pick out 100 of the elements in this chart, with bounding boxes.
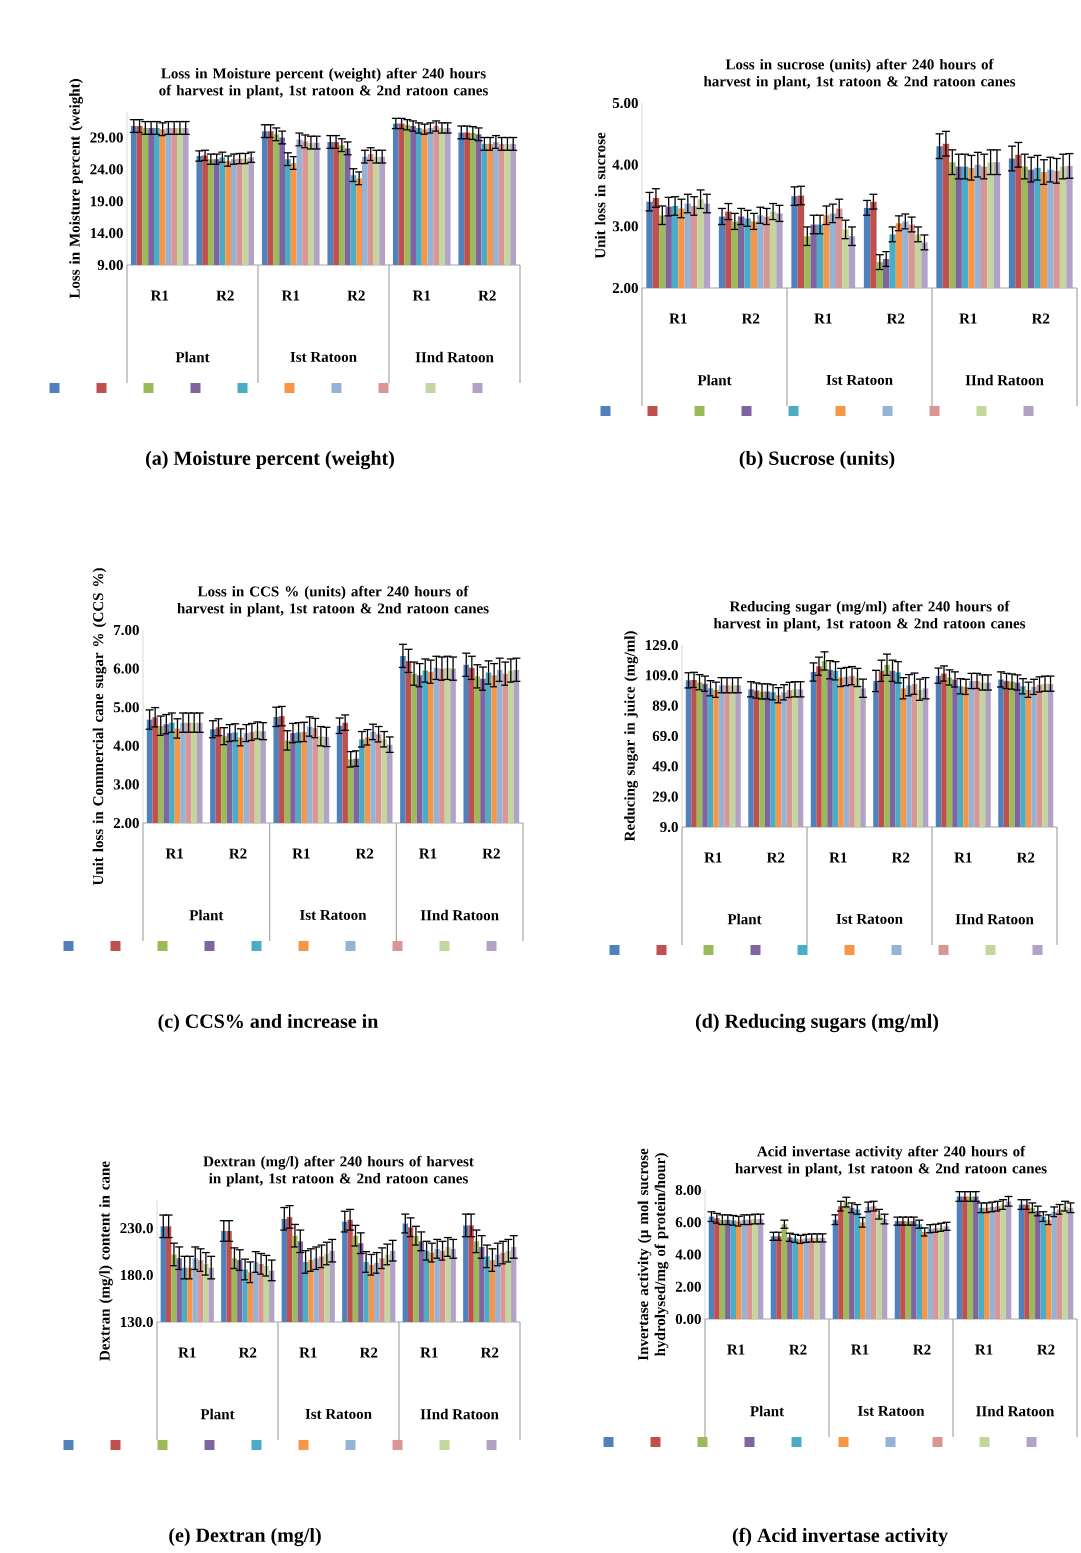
y-tick-label: 2.00 — [612, 282, 638, 294]
x-tick-label: R2 — [789, 1344, 807, 1355]
bar — [770, 1236, 777, 1320]
bar — [781, 1224, 788, 1320]
y-tick-label: 3.00 — [113, 779, 139, 790]
bar — [932, 1228, 939, 1320]
x-tick-label: R2 — [766, 852, 785, 863]
bar — [1051, 1211, 1057, 1320]
bar — [911, 1221, 917, 1320]
y-tick-label: 24.00 — [90, 164, 123, 175]
bar — [741, 1219, 747, 1320]
bar — [865, 1206, 871, 1320]
x-tick-label: R1 — [814, 313, 832, 324]
y-tick-label: 109.0 — [645, 670, 678, 681]
text: Plant — [697, 374, 732, 386]
x-tick-label: R2 — [229, 848, 247, 859]
bar — [1056, 1209, 1063, 1320]
y-tick-label: 230.0 — [120, 1223, 153, 1234]
bar — [876, 1214, 882, 1320]
y-tick-label: 14.00 — [90, 228, 123, 239]
bar — [967, 1196, 974, 1320]
x-tick-label: R1 — [281, 290, 300, 301]
text: IInd Ratoon — [415, 351, 494, 363]
bar — [714, 1218, 720, 1320]
y-axis-title: Unit loss in Commercial cane sugar % (CCS %) — [92, 568, 107, 886]
text: (d) Reducing sugars (mg/ml) — [695, 1013, 939, 1033]
text: Plant — [189, 909, 224, 921]
y-tick-label: 6.00 — [113, 663, 139, 674]
y-tick-label: 4.00 — [113, 740, 139, 751]
y-tick-label: 19.00 — [90, 196, 123, 207]
chart-title: Loss in sucrose (units) after 240 hours of harvest in plant, 1st ratoon & 2nd ratoon canes — [703, 58, 1016, 90]
x-tick-label: R2 — [238, 1347, 257, 1358]
y-tick-label: 180.0 — [120, 1270, 153, 1281]
y-tick-label: 29.0 — [652, 791, 678, 802]
text: (e) Dextran (mg/l) — [169, 1527, 321, 1547]
bar — [719, 1219, 726, 1320]
bar — [956, 1196, 963, 1320]
bar — [1067, 1207, 1074, 1320]
bar — [984, 1207, 990, 1320]
bar — [938, 1227, 944, 1320]
text: Plant — [727, 913, 762, 925]
text: (a) Moisture percent (weight) — [146, 450, 394, 470]
chart-title: Reducing sugar (mg/ml) after 240 hours of harvest in plant, 1st ratoon & 2nd ratoon canes — [713, 600, 1026, 632]
x-tick-label: R2 — [482, 848, 500, 859]
bar — [989, 1206, 995, 1320]
x-tick-label: R1 — [165, 848, 184, 859]
x-tick-label: R1 — [420, 1347, 438, 1358]
bar — [819, 1237, 826, 1320]
x-tick-label: R1 — [412, 290, 431, 301]
x-tick-label: R1 — [669, 313, 687, 324]
y-tick-label: 2.00 — [675, 1281, 701, 1292]
x-tick-label: R2 — [1016, 852, 1035, 863]
x-tick-label: R2 — [355, 848, 374, 859]
chart-title: Loss in Moisture percent (weight) after 240 hours of harvest in plant, 1st ratoon & 2nd ratoon canes — [159, 67, 488, 99]
bar — [927, 1228, 933, 1320]
bar — [916, 1224, 923, 1320]
y-tick-label: 8.00 — [675, 1184, 701, 1196]
chart-title: Loss in CCS % (units) after 240 hours of harvest in plant, 1st ratoon & 2nd ratoon canes — [177, 585, 489, 617]
y-tick-label: 130.0 — [120, 1316, 153, 1328]
bar — [1018, 1204, 1025, 1320]
text: Ist Ratoon — [826, 375, 893, 385]
bar — [792, 1238, 799, 1320]
text: Plant — [175, 351, 210, 363]
x-tick-label: R1 — [704, 852, 722, 863]
x-tick-label: R2 — [1031, 313, 1050, 324]
bar — [1005, 1201, 1012, 1320]
bar — [1000, 1204, 1006, 1320]
text: Ist Ratoon — [299, 910, 367, 920]
text: IInd Ratoon — [420, 909, 499, 921]
y-tick-label: 89.0 — [652, 700, 678, 711]
y-axis-title: Dextran (mg/l) content in cane — [99, 1161, 113, 1361]
x-tick-label: R1 — [299, 1347, 317, 1358]
x-tick-label: R1 — [829, 852, 847, 863]
y-tick-label: 4.00 — [612, 159, 638, 170]
bar — [752, 1219, 758, 1320]
bar — [1035, 1210, 1041, 1320]
text: Ist Ratoon — [290, 352, 357, 362]
x-tick-label: R1 — [959, 313, 977, 324]
text: IInd Ratoon — [976, 1405, 1055, 1417]
x-tick-label: R1 — [178, 1347, 196, 1358]
bar — [900, 1221, 906, 1320]
bar — [746, 1219, 753, 1320]
x-tick-label: R1 — [150, 290, 169, 301]
y-tick-label: 3.00 — [612, 221, 638, 232]
bar — [814, 1237, 820, 1320]
text: IInd Ratoon — [965, 374, 1044, 386]
bar — [1029, 1207, 1036, 1320]
y-tick-label: 69.0 — [652, 730, 678, 742]
y-tick-label: 5.00 — [612, 97, 638, 109]
x-tick-label: R2 — [216, 290, 234, 301]
text: Ist Ratoon — [836, 914, 903, 924]
text: (f) Acid invertase activity — [732, 1527, 948, 1547]
bar — [730, 1220, 737, 1320]
x-tick-label: R2 — [891, 852, 910, 863]
text: (c) CCS% and increase in — [158, 1013, 379, 1033]
y-axis-title: Reducing sugar in juice (mg/ml) — [624, 631, 638, 842]
x-tick-label: R1 — [727, 1344, 745, 1355]
bar — [962, 1196, 968, 1320]
x-tick-label: R2 — [1037, 1344, 1055, 1355]
text: Plant — [200, 1408, 235, 1420]
